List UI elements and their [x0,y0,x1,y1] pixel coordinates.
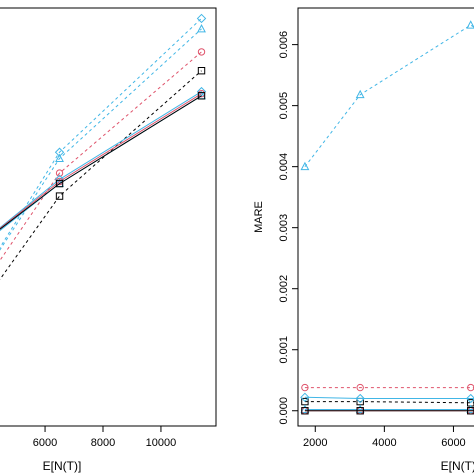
right-x-tick-label-0: 2000 [303,437,327,449]
right-series-6-point-0 [301,407,309,415]
left-series-7-point-2 [197,92,206,100]
left-x-axis-label: E[N(T)] [43,459,82,473]
right-x-axis: 2000 4000 6000 [303,426,466,449]
right-y-tick-label-3: 0.003 [278,214,290,242]
right-y-axis-label: MARE [253,201,265,233]
right-series-0-point-0 [300,161,310,171]
left-series-7-point-1 [55,179,64,188]
right-series-4-point-0 [300,404,310,414]
right-x-axis-label: E[N(T)] [441,459,474,473]
left-series-2-point-2 [197,48,206,56]
left-x-tick-label-2: 10000 [146,437,177,449]
right-series-3-point-0 [300,392,310,403]
left-series-1-point-2 [197,24,206,33]
left-panel: 6000 8000 10000 E[N(T)] [0,7,217,473]
right-y-tick-label-2: 0.002 [278,275,290,303]
right-series-4-point-2 [466,404,474,414]
right-y-tick-label-4: 0.004 [278,153,290,181]
left-series-4-point-2 [196,86,207,97]
right-x-tick-label-1: 4000 [372,437,396,449]
right-y-tick-label-6: 0.006 [278,31,290,59]
right-series-0-point-2 [466,20,474,29]
left-plot-frame [0,7,217,427]
right-y-tick-label-1: 0.001 [278,336,290,364]
right-series-1-point-1 [356,383,364,392]
right-series-3-point-2 [466,393,474,404]
left-series-6-line [0,93,202,230]
right-series-layer [300,20,474,415]
left-series-1-line [0,28,202,251]
right-series-0-point-1 [355,89,365,99]
left-series-2-line [0,51,202,262]
left-series-2-point-1 [55,169,64,177]
left-series-0-point-1 [54,147,65,157]
right-y-tick-label-5: 0.005 [278,92,290,120]
right-series-0-line [304,24,474,168]
left-x-tick-label-1: 8000 [91,437,115,449]
right-series-3-line [304,396,474,399]
left-series-7-line [0,95,202,230]
right-panel: 2000 4000 6000 0.0000.0010.0020.0030.0040.… [253,7,474,473]
right-plot-frame [297,7,474,427]
left-series-0-line [0,18,202,249]
left-series-1-point-1 [55,153,64,162]
left-x-axis: 6000 8000 10000 [33,426,176,449]
left-x-tick-label-0: 6000 [33,437,57,449]
left-series-layer [0,13,207,281]
left-series-5-line [0,95,202,232]
right-series-1-point-0 [301,383,309,392]
right-series-6-point-1 [356,407,364,415]
right-y-tick-label-0: 0.000 [278,397,290,425]
right-y-axis: 0.000 0.001 0.002 0.003 0.004 0.005 0.006 [278,31,298,425]
right-series-4-point-1 [355,404,365,414]
left-series-3-point-2 [197,67,206,75]
left-series-0-point-2 [196,13,207,24]
right-x-tick-label-2: 6000 [441,437,465,449]
right-series-2-line [304,401,474,404]
left-series-4-line [0,91,202,229]
left-series-3-point-1 [55,192,64,200]
right-series-3-point-1 [355,393,365,404]
